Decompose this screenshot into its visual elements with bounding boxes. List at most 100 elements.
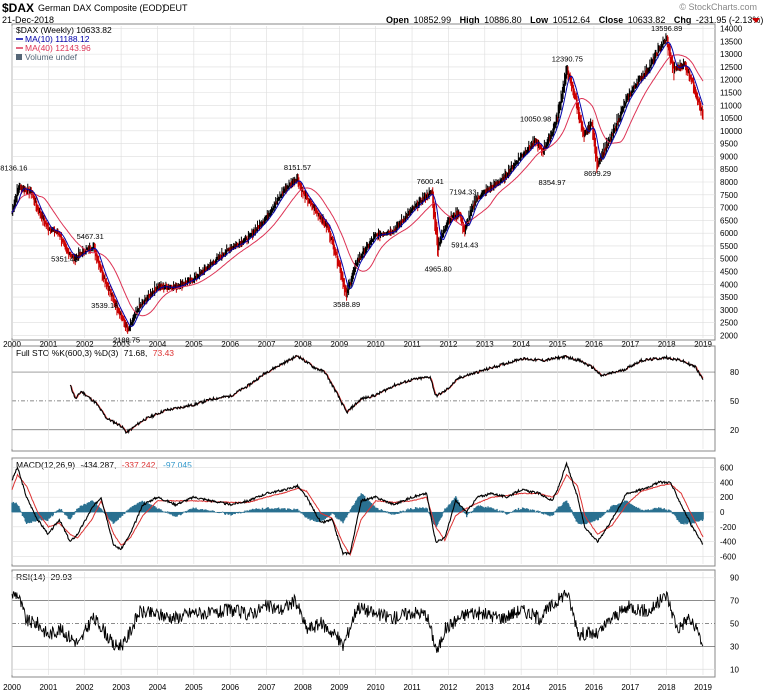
macd-histogram-bar (345, 512, 347, 517)
price-tick-label: 5000 (720, 255, 738, 264)
macd-histogram-bar (385, 512, 387, 513)
macd-histogram-bar (138, 502, 141, 513)
x-tick-label: 2016 (585, 683, 603, 692)
macd-histogram-bar (206, 510, 208, 513)
copyright-label: © StockCharts.com (679, 2, 757, 12)
x-tick-label: 2003 (112, 340, 130, 349)
price-tick-label: 14000 (720, 25, 743, 34)
macd-series (11, 461, 704, 556)
macd-label: MACD(12,26,9) -434.287, -337.242, -97.04… (16, 460, 192, 470)
x-tick-label: 2007 (258, 683, 276, 692)
macd-histogram-bar (69, 512, 71, 520)
macd-histogram-bar (212, 510, 214, 513)
macd-histogram-bar (290, 509, 292, 513)
macd-histogram-bar (509, 512, 511, 513)
price-annotation: 2188.75 (113, 336, 140, 345)
macd-histogram-bar (134, 504, 136, 513)
macd-histogram-bar (293, 508, 295, 513)
sto-tick-label: 50 (730, 397, 739, 406)
macd-histogram-bar (591, 512, 593, 523)
x-axis-labels-bottom: 2000 2001 2002 2003 2004 2005 2006 2007 2008 2009… (3, 683, 712, 692)
price-annotation: 8136.16 (0, 164, 27, 173)
macd-histogram-bar (702, 512, 704, 520)
price-tick-label: 3500 (720, 293, 738, 302)
macd-histogram-bar (100, 508, 102, 513)
macd-histogram-bar (136, 503, 139, 513)
macd-histogram-bar (133, 505, 136, 513)
macd-histogram-bar (463, 510, 465, 513)
price-tick-label: 10000 (720, 127, 743, 136)
macd-histogram-bar (288, 508, 290, 513)
stochastic-series (69, 354, 704, 435)
rsi-series (11, 589, 704, 653)
macd-histogram-bar (110, 512, 112, 520)
macd-histogram-bar (547, 512, 550, 516)
macd-tick-label: 600 (720, 463, 734, 472)
macd-histogram-bar (73, 512, 76, 514)
price-annotation: 3539.18 (91, 301, 118, 310)
macd-histogram-bar (19, 510, 22, 513)
macd-histogram-bar (61, 510, 63, 513)
macd-histogram-bar (550, 512, 553, 516)
ohlc-row: Open 10852.99 High 10886.80 Low 10512.64… (386, 15, 763, 25)
macd-histogram-bar (577, 512, 580, 524)
macd-histogram-bar (296, 509, 298, 513)
macd-histogram-bar (663, 508, 665, 513)
macd-histogram-bar (54, 511, 56, 513)
macd-histogram-bar (501, 510, 503, 513)
macd-histogram-bar (75, 510, 77, 513)
macd-histogram-bar (538, 512, 540, 513)
macd-histogram-bar (289, 509, 291, 513)
macd-histogram-bar (576, 512, 579, 523)
macd-histogram-bar (441, 512, 443, 517)
x-tick-label: 2019 (694, 683, 712, 692)
macd-histogram-bar (584, 512, 587, 524)
macd-histogram-bar (135, 504, 138, 513)
macd-histogram-bar (52, 512, 54, 516)
x-tick-label: 2013 (476, 340, 494, 349)
macd-histogram-bar (165, 512, 167, 513)
price-annotation: 7600.41 (417, 177, 444, 186)
macd-histogram-bar (108, 512, 111, 520)
macd-histogram-bar (533, 510, 536, 513)
x-tick-label: 2013 (476, 683, 494, 692)
x-tick-label: 2000 (3, 340, 21, 349)
macd-histogram-bar (670, 510, 672, 513)
macd-histogram-bar (344, 512, 346, 519)
macd-tick-label: -200 (720, 523, 737, 532)
macd-histogram-bar (71, 512, 73, 518)
macd-histogram-bar (595, 512, 597, 520)
price-annotation: 5351.48 (51, 255, 78, 264)
legend-volume: Volume undef (25, 52, 78, 62)
macd-histogram-bar (20, 511, 22, 513)
macd-histogram-bar (291, 510, 294, 513)
x-tick-label: 2018 (658, 683, 676, 692)
macd-histogram-bar (343, 512, 346, 520)
macd-histogram-bar (579, 512, 581, 525)
macd-histogram-bar (107, 512, 109, 518)
macd-histogram-bar (207, 510, 210, 513)
x-tick-label: 2009 (330, 683, 348, 692)
price-tick-label: 7500 (720, 191, 738, 200)
x-tick-label: 2012 (440, 340, 458, 349)
macd-histogram-bar (587, 512, 590, 522)
x-tick-label: 2014 (512, 340, 530, 349)
macd-histogram-bar (545, 512, 548, 514)
symbol-title: $DAX (2, 1, 34, 15)
x-tick-label: 2019 (694, 340, 712, 349)
macd-histogram-bar (584, 512, 586, 525)
x-tick-label: 2015 (549, 683, 567, 692)
price-annotation: 4965.80 (425, 265, 452, 274)
macd-histogram-bar (295, 508, 297, 513)
x-tick-label: 2011 (403, 683, 421, 692)
macd-histogram-bar (135, 505, 137, 513)
price-tick-label: 6000 (720, 229, 738, 238)
macd-histogram-bar (501, 512, 504, 513)
price-annotation: 10050.98 (520, 115, 551, 124)
macd-histogram-bar (294, 510, 297, 513)
macd-histogram-bar (221, 511, 224, 513)
macd-histogram-bar (583, 512, 585, 524)
macd-histogram-bar (348, 512, 350, 514)
x-tick-label: 2010 (367, 683, 385, 692)
